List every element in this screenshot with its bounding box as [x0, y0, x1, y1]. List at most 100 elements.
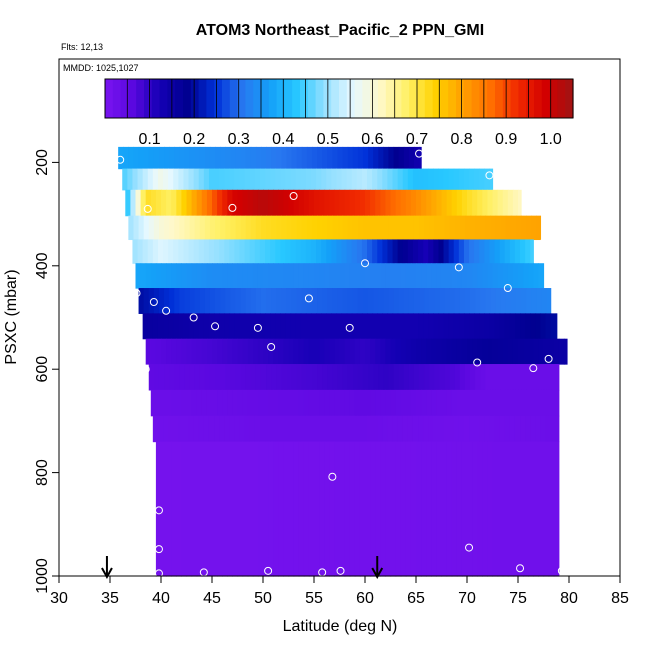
- colorbar-tick-label: 0.2: [183, 131, 205, 148]
- heatmap-cell: [553, 441, 560, 577]
- heatmap-cell: [142, 239, 149, 264]
- heatmap-cell: [458, 313, 465, 340]
- heatmap-cell: [326, 313, 332, 340]
- heatmap-cell: [342, 146, 349, 170]
- heatmap-cell: [368, 288, 374, 314]
- heatmap-cell: [176, 189, 182, 217]
- heatmap-cell: [495, 215, 502, 241]
- heatmap-cell: [372, 239, 378, 264]
- heatmap-cell: [367, 415, 373, 443]
- heatmap-cell: [308, 389, 315, 417]
- colorbar-swatch: [526, 79, 535, 118]
- heatmap-cell: [515, 288, 522, 314]
- heatmap-cell: [334, 189, 341, 217]
- heatmap-cell: [283, 389, 290, 417]
- heatmap-cell: [341, 239, 348, 264]
- heatmap-cell: [319, 389, 325, 417]
- heatmap-cell: [351, 239, 358, 264]
- heatmap-cell: [456, 338, 463, 365]
- heatmap-cell: [152, 313, 159, 340]
- heatmap-cell: [332, 146, 339, 170]
- heatmap-cell: [140, 189, 147, 217]
- heatmap-cell: [479, 415, 485, 443]
- heatmap-cell: [296, 146, 303, 170]
- heatmap-cell: [469, 168, 475, 191]
- heatmap-cell: [490, 364, 497, 391]
- colorbar-swatch: [136, 79, 145, 118]
- heatmap-cell: [489, 239, 496, 264]
- heatmap-cell: [188, 168, 195, 191]
- heatmap-cell: [469, 313, 475, 340]
- heatmap-cell: [186, 389, 193, 417]
- heatmap-cell: [237, 189, 244, 217]
- heatmap-cell: [375, 338, 381, 365]
- heatmap-cell: [545, 415, 552, 443]
- heatmap-cell: [245, 288, 252, 314]
- heatmap-cell: [247, 338, 254, 365]
- heatmap-cell: [545, 313, 552, 340]
- heatmap-cell: [470, 215, 476, 241]
- heatmap-cell: [278, 189, 284, 217]
- heatmap-cell: [176, 263, 182, 289]
- heatmap-cell: [463, 239, 470, 264]
- sample-point: [264, 566, 273, 575]
- heatmap-cell: [224, 168, 230, 191]
- heatmap-cell: [178, 239, 185, 264]
- heatmap-cell: [194, 215, 201, 241]
- heatmap-cell: [482, 441, 488, 577]
- heatmap-cell: [273, 263, 279, 289]
- colorbar-swatch: [229, 79, 239, 118]
- heatmap-cell: [123, 146, 129, 170]
- heatmap-cell: [448, 239, 455, 264]
- heatmap-cell: [271, 364, 277, 391]
- heatmap-cell: [502, 389, 509, 417]
- heatmap-cell: [203, 168, 210, 191]
- heatmap-cell: [423, 168, 429, 191]
- heatmap-cell: [296, 288, 303, 314]
- heatmap-cell: [410, 263, 417, 289]
- heatmap-cell: [421, 338, 427, 365]
- x-tick-label: 85: [611, 590, 629, 607]
- heatmap-cell: [321, 415, 327, 443]
- heatmap-cell: [528, 263, 534, 289]
- colorbar-swatch: [346, 79, 356, 118]
- heatmap-cell: [278, 263, 284, 289]
- heatmap-cell: [474, 168, 480, 191]
- heatmap-cell: [400, 441, 407, 577]
- colorbar-swatch: [378, 79, 387, 118]
- heatmap-cell: [339, 263, 346, 289]
- heatmap-cell: [490, 215, 497, 241]
- heatmap-cell: [196, 263, 203, 289]
- heatmap-cell: [372, 415, 378, 443]
- heatmap-cell: [265, 313, 271, 340]
- heatmap-cell: [339, 189, 346, 217]
- heatmap-cell: [446, 338, 453, 365]
- heatmap-cell: [230, 288, 237, 314]
- heatmap-cell: [456, 389, 463, 417]
- heatmap-cell: [255, 364, 262, 391]
- heatmap-cell: [157, 168, 164, 191]
- heatmap-cell: [467, 338, 473, 365]
- heatmap-cell: [171, 263, 177, 289]
- heatmap-cell: [477, 263, 483, 289]
- heatmap-cell: [214, 313, 220, 340]
- heatmap-cell: [530, 415, 536, 443]
- heatmap-cell: [214, 168, 220, 191]
- heatmap-cell: [504, 313, 511, 340]
- sample-point: [289, 192, 298, 200]
- heatmap-cell: [163, 415, 169, 443]
- heatmap-cell: [446, 189, 453, 217]
- heatmap-cell: [322, 215, 328, 241]
- heatmap-cell: [336, 168, 343, 191]
- colorbar-swatch: [370, 79, 379, 118]
- heatmap-cell: [368, 364, 374, 391]
- heatmap-cell: [331, 168, 338, 191]
- heatmap-cell: [206, 189, 213, 217]
- heatmap-cell: [222, 338, 228, 365]
- heatmap-cell: [521, 364, 527, 391]
- heatmap-cell: [359, 189, 366, 217]
- heatmap-cell: [306, 215, 313, 241]
- heatmap-cell: [249, 313, 256, 340]
- heatmap-cell: [469, 415, 475, 443]
- colorbar-swatch: [159, 79, 168, 118]
